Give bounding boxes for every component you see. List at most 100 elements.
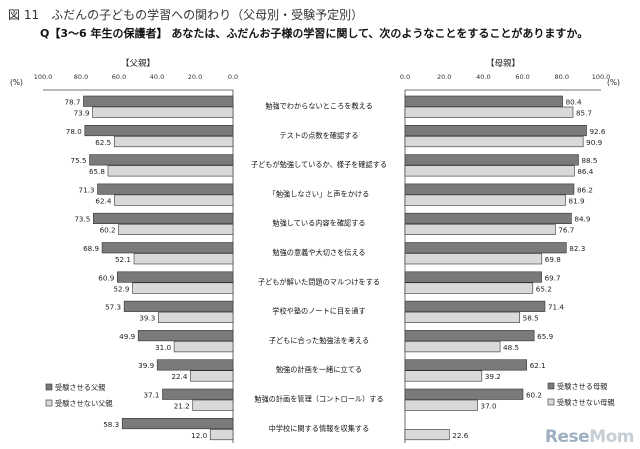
father-no-exam-bar <box>190 370 234 382</box>
category-label: 子どもが勉強しているか、様子を確認する <box>251 160 387 169</box>
mother-exam-bar <box>404 212 572 224</box>
mother-exam-value-label: 71.4 <box>548 303 564 312</box>
father-no-exam-bar <box>107 165 234 177</box>
father-no-exam-bar <box>114 194 234 206</box>
father-tick-label: 60.0 <box>112 73 126 81</box>
category-label: 勉強している内容を確認する <box>272 219 365 228</box>
mother-no-exam-value-label: 85.7 <box>576 109 592 118</box>
father-no-exam-value-label: 65.8 <box>89 167 105 176</box>
mother-exam-value-label: 92.6 <box>589 127 605 136</box>
father-exam-value-label: 78.0 <box>66 127 82 136</box>
father-panel-title: 【父親】 <box>121 58 155 69</box>
father-exam-value-label: 58.3 <box>103 420 119 429</box>
mother-tick-label: 20.0 <box>437 73 451 81</box>
mother-exam-value-label: 69.7 <box>545 273 561 282</box>
father-exam-bar <box>116 271 234 283</box>
legend-mother-no-exam-label: 受験させない母親 <box>557 398 615 407</box>
mother-exam-bar <box>404 300 546 312</box>
category-label: 勉強の意義や大切さを伝える <box>272 248 365 257</box>
figure-title: 図 11 ふだんの子どもの学習への関わり（父母別・受験予定別） <box>8 8 364 22</box>
category-label: 「勉強しなさい」と声をかける <box>269 189 370 198</box>
father-exam-bar <box>121 417 234 430</box>
mother-no-exam-bar <box>404 136 584 148</box>
mother-no-exam-value-label: 81.9 <box>569 196 585 205</box>
category-label: 中学校に関する情報を収集する <box>269 424 370 433</box>
mother-no-exam-value-label: 37.0 <box>481 402 497 411</box>
mother-no-exam-value-label: 58.5 <box>523 314 539 323</box>
category-label: 子どもに合った勉強法を考える <box>269 336 369 345</box>
father-no-exam-value-label: 52.9 <box>113 284 129 293</box>
father-exam-bar <box>93 212 234 224</box>
mother-no-exam-bar <box>404 106 574 118</box>
father-no-exam-bar <box>173 341 234 353</box>
father-exam-bar <box>156 359 234 371</box>
father-no-exam-value-label: 62.5 <box>95 138 111 147</box>
legend-father-exam-swatch <box>45 383 53 391</box>
father-exam-value-label: 75.5 <box>71 156 87 165</box>
mother-no-exam-bar <box>404 194 566 206</box>
category-label: 勉強の計画を一緒に立てる <box>276 365 362 374</box>
father-no-exam-bar <box>92 106 234 118</box>
mother-tick-label: 60.0 <box>515 73 529 81</box>
resemom-watermark: ReseMom <box>544 427 635 447</box>
father-no-exam-value-label: 21.2 <box>174 402 190 411</box>
father-no-exam-bar <box>113 136 234 148</box>
mother-tick-label: 80.0 <box>555 73 569 81</box>
legend-father-no-exam-label: 受験させない父親 <box>55 399 113 408</box>
father-exam-value-label: 49.9 <box>119 332 135 341</box>
mother-no-exam-bar <box>404 223 556 235</box>
mother-no-exam-bar <box>404 428 450 441</box>
mother-no-exam-value-label: 39.2 <box>485 372 501 381</box>
father-exam-bar <box>162 388 234 400</box>
father-no-exam-value-label: 60.2 <box>100 226 116 235</box>
mother-exam-bar <box>404 359 528 371</box>
father-exam-bar <box>97 183 234 195</box>
father-exam-bar <box>101 242 234 254</box>
mother-exam-bar <box>404 388 524 400</box>
mother-exam-bar <box>404 95 563 107</box>
mother-no-exam-value-label: 90.9 <box>586 138 602 147</box>
father-no-exam-value-label: 31.0 <box>155 343 171 352</box>
father-exam-bar <box>123 300 234 312</box>
father-no-exam-bar <box>133 253 234 265</box>
mother-exam-value-label: 82.3 <box>569 244 585 253</box>
father-exam-value-label: 73.5 <box>74 215 90 224</box>
mother-no-exam-bar <box>404 253 543 265</box>
mother-exam-bar <box>404 183 575 195</box>
legend-mother-exam-label: 受験させる母親 <box>557 382 607 391</box>
father-exam-value-label: 78.7 <box>64 98 80 107</box>
father-exam-bar <box>137 330 234 342</box>
mother-no-exam-value-label: 22.6 <box>452 431 468 440</box>
father-no-exam-value-label: 12.0 <box>191 431 207 440</box>
father-exam-value-label: 39.9 <box>138 361 154 370</box>
mother-no-exam-value-label: 48.5 <box>503 343 519 352</box>
mother-panel-title: 【母親】 <box>486 58 520 69</box>
father-tick-label: 40.0 <box>150 73 164 81</box>
father-no-exam-value-label: 52.1 <box>115 255 131 264</box>
category-label: テストの点数を確認する <box>279 131 358 140</box>
legend-father-exam-label: 受験させる父親 <box>55 383 105 392</box>
father-unit-label: (%) <box>10 78 23 87</box>
father-exam-value-label: 71.3 <box>79 185 95 194</box>
mother-no-exam-bar <box>404 311 520 323</box>
father-no-exam-value-label: 22.4 <box>171 372 187 381</box>
mother-exam-value-label: 86.2 <box>577 185 593 194</box>
category-label: 子どもが解いた問題のマルつけをする <box>258 277 380 286</box>
mother-exam-bar <box>404 154 579 166</box>
mother-no-exam-bar <box>404 399 478 411</box>
mother-unit-label: (%) <box>607 78 620 87</box>
father-exam-bar <box>83 95 234 107</box>
category-label: 勉強の計画を管理（コントロール）する <box>254 395 383 404</box>
father-no-exam-bar <box>158 311 234 323</box>
mother-no-exam-value-label: 86.4 <box>577 167 593 176</box>
category-label: 勉強でわからないところを教える <box>265 102 373 111</box>
mother-exam-value-label: 62.1 <box>530 361 546 370</box>
mother-exam-value-label: 80.4 <box>566 98 582 107</box>
mother-no-exam-value-label: 65.2 <box>536 284 552 293</box>
mother-tick-label: 0.0 <box>400 73 410 81</box>
mother-exam-bar <box>404 242 567 254</box>
father-exam-bar <box>84 125 234 137</box>
legend-mother-no-exam-swatch <box>547 398 555 406</box>
father-tick-label: 80.0 <box>74 73 88 81</box>
